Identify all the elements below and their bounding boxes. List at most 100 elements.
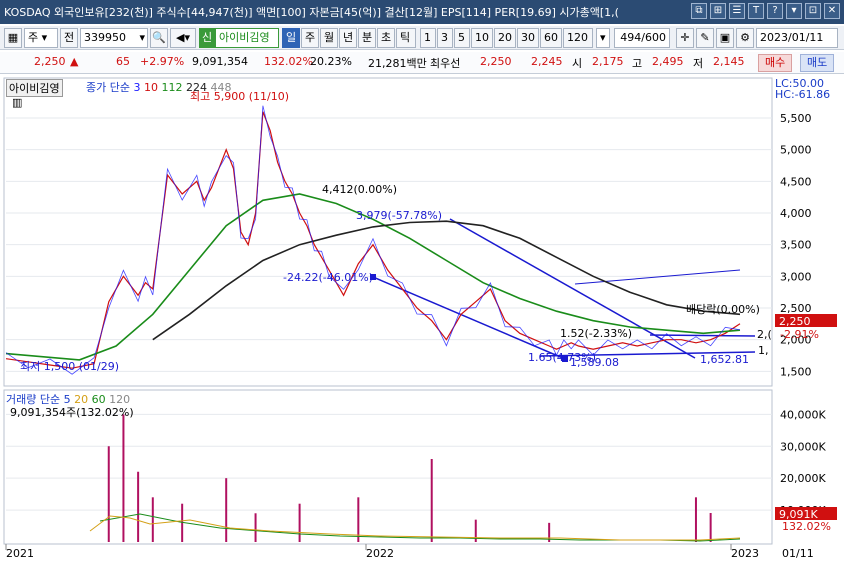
menu-icon[interactable]: ☰ bbox=[729, 3, 745, 19]
open-label: 시 bbox=[572, 57, 583, 70]
price-series bbox=[5, 105, 741, 375]
fib-label-1: 4,412(0.00%) bbox=[322, 183, 397, 196]
volume-tick-label: 20,000K bbox=[780, 472, 826, 485]
fib-label-2: 3,979(-57.78%) bbox=[356, 209, 442, 222]
speaker-icon[interactable]: ◀▾ bbox=[170, 28, 196, 48]
price-tick-label: 4,500 bbox=[780, 175, 812, 188]
best-label: 최우선 bbox=[430, 57, 461, 70]
current-price: 2,250 bbox=[34, 55, 66, 68]
minimize-icon[interactable]: ▾ bbox=[786, 3, 802, 19]
candle-icon[interactable]: ▥ bbox=[12, 96, 23, 109]
high-label: 고 bbox=[632, 57, 643, 70]
date-input[interactable]: 2023/01/11 bbox=[756, 28, 838, 48]
fib-label-3: -24.22(-46.01%) bbox=[283, 271, 373, 284]
code-value: 339950 bbox=[84, 31, 126, 44]
interval-60[interactable]: 60 bbox=[540, 28, 562, 48]
last-volume-pct: 132.02% bbox=[782, 520, 831, 533]
period-week[interactable]: 주 bbox=[301, 28, 319, 48]
last-volume-tag-bg bbox=[775, 507, 837, 520]
ma-legend-title: 종가 단순 bbox=[86, 81, 130, 94]
code-input[interactable]: 339950 ▾ bbox=[80, 28, 148, 48]
volume-tick-label: 40,000K bbox=[780, 408, 826, 421]
vol-ma-5: 5 bbox=[63, 393, 71, 406]
buy-button[interactable]: 매수 bbox=[758, 54, 793, 72]
draw-icon[interactable]: ✎ bbox=[696, 28, 714, 48]
volume-tick-label: 30,000K bbox=[780, 440, 826, 453]
fib-label-6: 1,589.08 bbox=[570, 356, 619, 369]
chevron-down-icon[interactable]: ▾ bbox=[596, 28, 610, 48]
gear-icon[interactable]: ⚙ bbox=[736, 28, 754, 48]
change-percent: +2.97% bbox=[140, 55, 185, 68]
chart-area[interactable]: 5,500 5,000 4,500 4,000 3,500 3,000 2,500 2,000… bbox=[0, 76, 844, 563]
search-icon[interactable]: 🔍 bbox=[150, 28, 168, 48]
x-axis-label: 2021 bbox=[6, 547, 34, 560]
period-day[interactable]: 일 bbox=[282, 28, 300, 48]
interval-120[interactable]: 120 bbox=[563, 28, 593, 48]
volume-legend-title: 거래량 bbox=[6, 393, 37, 406]
sell-button[interactable]: 매도 bbox=[800, 54, 835, 72]
interval-5[interactable]: 5 bbox=[454, 28, 470, 48]
period-year[interactable]: 년 bbox=[339, 28, 357, 48]
ma-10: 10 bbox=[143, 81, 158, 94]
pct-tag: -2.91% bbox=[780, 328, 819, 341]
ask-price: 2,250 bbox=[480, 55, 512, 68]
price-tick-label: 5,500 bbox=[780, 112, 812, 125]
ma-224: 224 bbox=[185, 81, 207, 94]
stock-name: 아이비김영 bbox=[215, 28, 279, 48]
interval-3[interactable]: 3 bbox=[437, 28, 453, 48]
price-tick-label: 2,000 bbox=[780, 334, 812, 347]
price-panel-frame bbox=[3, 77, 773, 387]
count-input[interactable]: 494/600 bbox=[614, 28, 670, 48]
market-value: 주 bbox=[28, 31, 39, 44]
interval-1[interactable]: 1 bbox=[420, 28, 436, 48]
title-bar: KOSDAQ 외국인보유[232(천)] 주식수[44,947(천)] 액면[1… bbox=[0, 0, 844, 24]
trade-amount: 21,281백만 bbox=[368, 57, 427, 70]
x-axis-current-date: 01/11 bbox=[782, 547, 814, 560]
stock-info-text: KOSDAQ 외국인보유[232(천)] 주식수[44,947(천)] 액면[1… bbox=[4, 6, 619, 19]
price-tick-label: 3,000 bbox=[780, 270, 812, 283]
low-price: 2,145 bbox=[713, 55, 745, 68]
save-icon[interactable]: ▣ bbox=[716, 28, 734, 48]
low-annotation: 최저 1,500 (01/29) bbox=[20, 360, 119, 373]
ma-3: 3 bbox=[133, 81, 141, 94]
last-price-tag: 2,250 bbox=[779, 315, 811, 328]
period-minute[interactable]: 분 bbox=[358, 28, 376, 48]
new-badge: 신 bbox=[199, 28, 215, 48]
cut-label-2: 1, bbox=[758, 344, 769, 357]
chevron-down-icon: ▾ bbox=[139, 31, 145, 44]
interval-30[interactable]: 30 bbox=[517, 28, 539, 48]
interval-20[interactable]: 20 bbox=[494, 28, 516, 48]
grid-icon[interactable]: ▦ bbox=[4, 28, 22, 48]
ma-448: 448 bbox=[210, 81, 232, 94]
period-tick[interactable]: 틱 bbox=[396, 28, 416, 48]
volume: 9,091,354 bbox=[192, 55, 248, 68]
market-select[interactable]: 주 ▾ bbox=[24, 28, 58, 48]
hc-label: HC:-61.86 bbox=[775, 88, 831, 101]
period-month[interactable]: 월 bbox=[320, 28, 338, 48]
stock-chart[interactable]: 5,500 5,000 4,500 4,000 3,500 3,000 2,500 2,000… bbox=[0, 76, 844, 563]
open-price: 2,175 bbox=[592, 55, 624, 68]
grid-lines bbox=[5, 117, 772, 550]
maximize-icon[interactable]: ⊡ bbox=[805, 3, 821, 19]
price-tick-label: 3,500 bbox=[780, 239, 812, 252]
help-icon[interactable]: ? bbox=[767, 3, 783, 19]
up-arrow-icon: ▲ bbox=[70, 55, 79, 68]
count-value: 494 bbox=[620, 31, 642, 44]
period-second[interactable]: 초 bbox=[377, 28, 395, 48]
font-icon[interactable]: T bbox=[748, 3, 764, 19]
interval-10[interactable]: 10 bbox=[471, 28, 493, 48]
type-button[interactable]: 전 bbox=[60, 28, 78, 48]
layout-icon[interactable]: ⊞ bbox=[710, 3, 726, 19]
link-icon[interactable]: ⧉ bbox=[691, 3, 707, 19]
price-tick-label: 1,500 bbox=[780, 365, 812, 378]
chart-labels: 5,500 5,000 4,500 4,000 3,500 3,000 2,500 2,000… bbox=[6, 90, 837, 560]
dividend-annotation: 배당락(0.00%) bbox=[686, 303, 760, 316]
bid-price: 2,245 bbox=[531, 55, 563, 68]
vol-ma-60: 60 bbox=[91, 393, 106, 406]
close-icon[interactable]: ✕ bbox=[824, 3, 840, 19]
stock-label: 아이비김영 bbox=[6, 79, 63, 97]
price-tick-label: 2,500 bbox=[780, 302, 812, 315]
quote-bar: 2,250 ▲ 65 +2.97% 9,091,354 132.02% 20.2… bbox=[0, 52, 844, 74]
price-tick-label: 5,000 bbox=[780, 144, 812, 157]
crosshair-icon[interactable]: ✛ bbox=[676, 28, 694, 48]
